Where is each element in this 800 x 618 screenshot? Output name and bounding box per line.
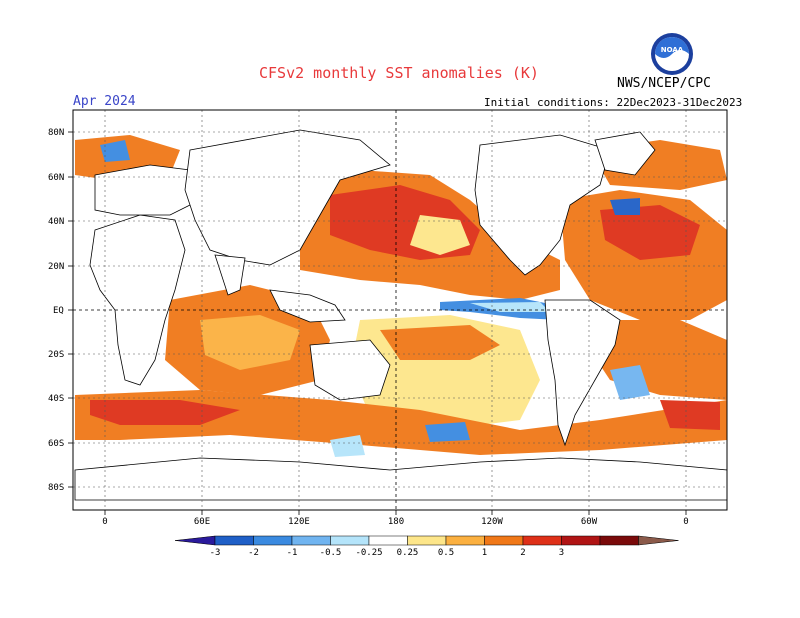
colorbar-label: -0.25 xyxy=(355,548,382,558)
colorbar-swatch xyxy=(599,535,639,546)
lon-label: 0 xyxy=(102,517,107,527)
continents xyxy=(74,129,728,501)
lon-label: 120E xyxy=(288,517,310,527)
colorbar-swatch xyxy=(445,535,485,546)
south-america xyxy=(544,299,621,447)
lon-label: 60E xyxy=(194,517,210,527)
lat-label: 60N xyxy=(48,173,64,183)
lon-label: 120W xyxy=(481,517,503,527)
colorbar-swatch xyxy=(522,535,562,546)
colorbar-swatch xyxy=(561,535,601,546)
colorbar-label: -1 xyxy=(287,548,298,558)
forecast-month: Apr 2024 xyxy=(73,94,136,109)
colorbar-arrow-left xyxy=(174,535,216,546)
india xyxy=(214,254,246,296)
europe xyxy=(94,164,201,216)
colorbar-label: 3 xyxy=(559,548,564,558)
colorbar-label: -3 xyxy=(210,548,221,558)
lat-label: 20N xyxy=(48,262,64,272)
agency-label: NWS/NCEP/CPC xyxy=(617,76,711,91)
colorbar-arrow-right xyxy=(638,535,679,546)
colorbar-label: -2 xyxy=(248,548,259,558)
africa xyxy=(89,214,186,386)
colorbar-label: 0.5 xyxy=(438,548,454,558)
colorbar-label: 0.25 xyxy=(397,548,419,558)
antarctica xyxy=(74,457,728,501)
lat-label: 40S xyxy=(48,394,64,404)
colorbar-swatch xyxy=(407,535,447,546)
lon-label: 180 xyxy=(388,517,404,527)
noaa-logo: NOAA xyxy=(651,33,693,75)
anomaly-shading xyxy=(75,135,727,457)
initial-conditions: Initial conditions: 22Dec2023-31Dec2023 xyxy=(484,96,743,109)
lat-label: 20S xyxy=(48,350,64,360)
lon-label: 0 xyxy=(683,517,688,527)
lat-label: EQ xyxy=(53,306,64,316)
colorbar-swatch xyxy=(214,535,254,546)
colorbar-swatch xyxy=(291,535,331,546)
asia xyxy=(184,129,391,266)
colorbar: -3 -2 -1 -0.5 -0.25 0.25 0.5 1 2 3 xyxy=(174,535,679,558)
greenland xyxy=(594,131,656,176)
svg-text:NOAA: NOAA xyxy=(661,46,684,54)
colorbar-swatch xyxy=(368,535,408,546)
colorbar-swatch xyxy=(253,535,293,546)
lat-label: 80N xyxy=(48,128,64,138)
reference-lines xyxy=(73,110,727,510)
lat-label: 80S xyxy=(48,483,64,493)
lat-label: 40N xyxy=(48,217,64,227)
australia xyxy=(309,339,391,401)
lat-label: 60S xyxy=(48,439,64,449)
lon-label: 60W xyxy=(581,517,598,527)
colorbar-swatch xyxy=(484,535,524,546)
colorbar-swatch xyxy=(330,535,370,546)
colorbar-label: 1 xyxy=(482,548,487,558)
colorbar-label: 2 xyxy=(520,548,525,558)
colorbar-label: -0.5 xyxy=(320,548,342,558)
